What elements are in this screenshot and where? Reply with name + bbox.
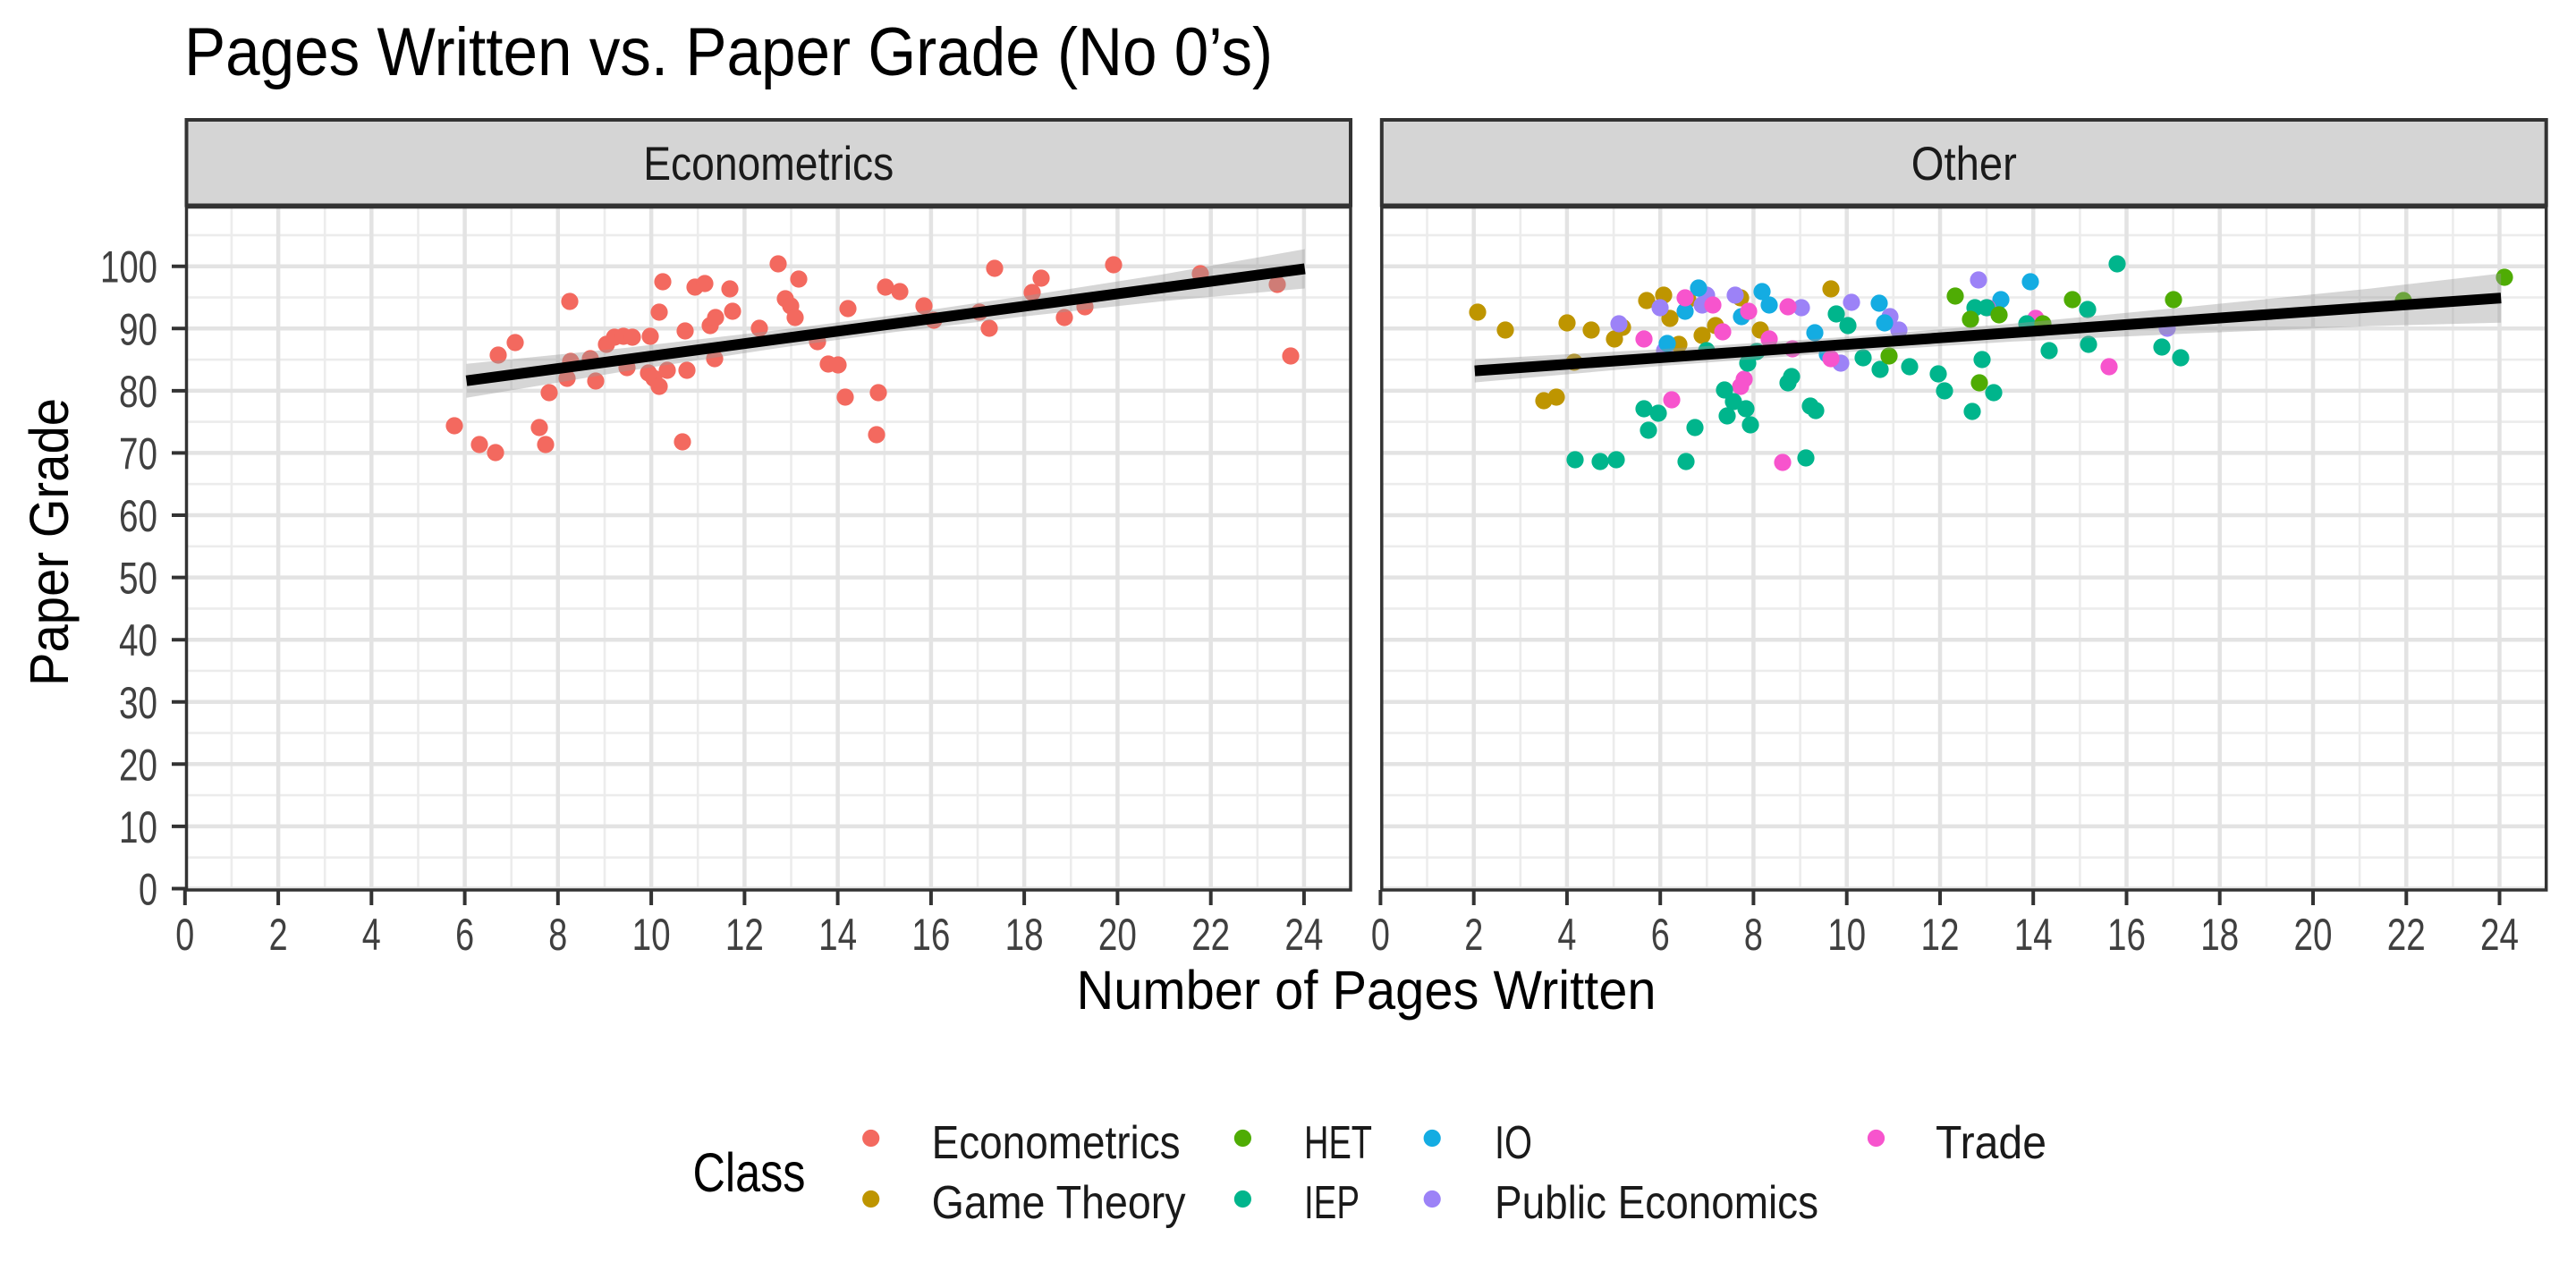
svg-text:20: 20 [1098, 910, 1137, 960]
svg-text:Class: Class [693, 1142, 806, 1203]
svg-text:2: 2 [1464, 910, 1483, 960]
svg-text:IEP: IEP [1304, 1177, 1360, 1229]
svg-text:90: 90 [119, 304, 157, 354]
svg-text:24: 24 [1284, 910, 1323, 960]
svg-text:0: 0 [1371, 910, 1390, 960]
svg-text:100: 100 [100, 242, 157, 292]
svg-text:Econometrics: Econometrics [643, 138, 894, 191]
svg-text:22: 22 [2387, 910, 2426, 960]
svg-text:0: 0 [139, 865, 157, 915]
svg-text:80: 80 [119, 367, 157, 417]
svg-text:40: 40 [119, 615, 157, 665]
svg-text:16: 16 [2107, 910, 2146, 960]
svg-text:16: 16 [911, 910, 950, 960]
svg-text:70: 70 [119, 428, 157, 479]
svg-text:18: 18 [1005, 910, 1044, 960]
svg-text:IO: IO [1495, 1117, 1532, 1169]
svg-text:14: 14 [818, 910, 857, 960]
svg-text:20: 20 [119, 740, 157, 790]
svg-text:Econometrics: Econometrics [932, 1117, 1181, 1169]
svg-text:Public Economics: Public Economics [1495, 1177, 1818, 1229]
svg-text:Other: Other [1911, 138, 2017, 191]
svg-text:4: 4 [362, 910, 381, 960]
svg-text:14: 14 [2014, 910, 2053, 960]
svg-text:HET: HET [1304, 1117, 1372, 1169]
svg-text:10: 10 [119, 802, 157, 852]
svg-text:Number of Pages Written: Number of Pages Written [1077, 960, 1657, 1021]
svg-text:6: 6 [455, 910, 474, 960]
svg-text:6: 6 [1651, 910, 1670, 960]
svg-text:10: 10 [1827, 910, 1866, 960]
svg-text:18: 18 [2200, 910, 2239, 960]
svg-text:10: 10 [632, 910, 671, 960]
svg-text:8: 8 [548, 910, 567, 960]
svg-text:30: 30 [119, 678, 157, 728]
svg-text:12: 12 [1921, 910, 1960, 960]
svg-text:60: 60 [119, 491, 157, 541]
svg-text:8: 8 [1744, 910, 1763, 960]
svg-text:20: 20 [2294, 910, 2333, 960]
svg-text:0: 0 [175, 910, 194, 960]
svg-text:50: 50 [119, 554, 157, 604]
svg-text:2: 2 [269, 910, 288, 960]
svg-text:12: 12 [725, 910, 764, 960]
svg-text:24: 24 [2480, 910, 2519, 960]
svg-text:22: 22 [1191, 910, 1230, 960]
svg-text:Paper Grade: Paper Grade [19, 398, 80, 686]
svg-text:Pages Written vs. Paper Grade: Pages Written vs. Paper Grade (No 0’s) [184, 14, 1273, 90]
svg-text:Trade: Trade [1936, 1117, 2046, 1169]
svg-text:Game Theory: Game Theory [932, 1177, 1186, 1229]
svg-text:4: 4 [1557, 910, 1576, 960]
